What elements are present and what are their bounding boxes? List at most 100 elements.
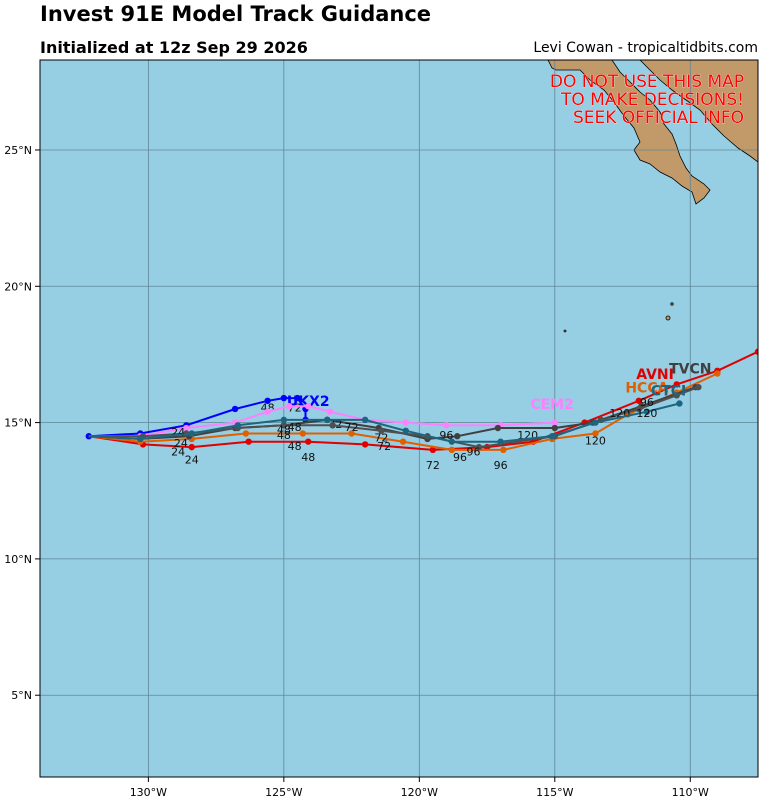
forecast-hour-label: 72 <box>345 421 359 434</box>
forecast-hour-label: 96 <box>467 445 481 458</box>
model-name-label: HCCA <box>625 381 668 397</box>
forecast-hour-label: 48 <box>301 451 315 464</box>
track-point <box>635 405 642 413</box>
model-name-label: TVCN <box>669 362 711 378</box>
track-point <box>264 408 271 415</box>
track-point <box>280 394 288 402</box>
track-point <box>673 381 680 388</box>
forecast-hour-label: 96 <box>453 451 467 464</box>
map-frame <box>39 59 759 778</box>
track-point <box>234 422 241 429</box>
map-subtitle: Initialized at 12z Sep 29 2026 <box>40 38 308 57</box>
track-cem2: CEM2 <box>88 397 574 440</box>
track-point <box>378 427 385 434</box>
track-point <box>299 430 307 437</box>
forecast-hour-label: 48 <box>288 421 302 434</box>
forecast-hour-label: 72 <box>426 459 440 472</box>
lat-tick-label: 15°N <box>4 417 32 430</box>
lon-tick-label: 120°W <box>401 786 438 799</box>
forecast-hour-label: 96 <box>640 396 654 409</box>
track-point <box>500 446 507 454</box>
lon-tick-label: 125°W <box>265 786 302 799</box>
track-point <box>454 433 461 440</box>
track-point <box>497 438 504 445</box>
track-point <box>188 443 195 451</box>
track-point <box>399 438 407 445</box>
forecast-hour-label: 24 <box>171 445 185 458</box>
track-point <box>429 446 437 454</box>
track-point <box>324 416 331 424</box>
track-point <box>361 441 369 448</box>
island <box>665 315 671 321</box>
island <box>670 302 674 306</box>
track-point <box>754 348 758 355</box>
warning-line: SEEK OFFICIAL INFO <box>573 108 744 128</box>
track-point <box>592 419 599 426</box>
warning-line: DO NOT USE THIS MAP <box>550 72 744 92</box>
track-line <box>88 402 680 443</box>
track-point <box>676 400 683 407</box>
forecast-hour-label: 24 <box>171 426 185 439</box>
track-point <box>326 408 334 415</box>
map-title: Invest 91E Model Track Guidance <box>40 2 432 26</box>
track-point <box>231 405 239 413</box>
track-point <box>592 430 599 437</box>
track-point <box>242 430 250 437</box>
forecast-hour-label: 120 <box>585 434 606 447</box>
track-point <box>475 443 483 451</box>
track-point <box>714 370 721 377</box>
track-point <box>643 408 651 415</box>
track-avni: 24 48 72 96 AVNI <box>88 348 758 472</box>
forecast-hour-label: 96 <box>494 459 508 472</box>
track-point <box>551 424 558 432</box>
track-point <box>264 397 271 404</box>
track-point <box>137 435 144 443</box>
track-point <box>361 416 369 424</box>
forecast-hour-label: 72 <box>377 440 391 453</box>
track-point <box>305 438 312 445</box>
model-name-label: AVNI <box>636 367 674 383</box>
track-point <box>673 392 680 399</box>
track-point <box>448 446 456 454</box>
track-point <box>85 433 92 440</box>
track-point <box>294 394 301 402</box>
forecast-hour-label: 48 <box>288 440 302 453</box>
track-point <box>183 424 190 432</box>
lon-tick-label: 130°W <box>130 786 167 799</box>
track-point <box>286 403 293 410</box>
forecast-hour-label: 24 <box>185 453 199 466</box>
track-point <box>443 422 450 429</box>
track-point <box>280 416 288 424</box>
lon-tick-label: 115°W <box>536 786 573 799</box>
track-point <box>402 427 409 434</box>
track-point <box>188 430 195 437</box>
lon-tick-label: 110°W <box>672 786 709 799</box>
track-line <box>88 350 758 451</box>
track-point <box>280 422 288 429</box>
forecast-hour-label: 24 <box>174 437 188 450</box>
track-point <box>348 430 355 437</box>
forecast-hour-label: 72 <box>374 432 388 445</box>
baja-california-land <box>547 60 711 205</box>
track-point <box>494 424 502 432</box>
ocean-background <box>40 60 758 777</box>
track-point <box>635 397 642 404</box>
forecast-hour-label: 120 <box>636 407 657 420</box>
forecast-hour-label: 48 <box>277 429 291 442</box>
track-point <box>329 422 336 429</box>
lat-tick-label: 20°N <box>4 280 32 293</box>
lat-tick-label: 25°N <box>4 144 32 157</box>
lat-tick-label: 5°N <box>11 689 32 702</box>
track-point <box>551 419 558 426</box>
mexico-mainland-land <box>639 60 758 163</box>
land-layer <box>547 60 758 333</box>
forecast-hour-label: 48 <box>277 423 291 436</box>
track-point <box>448 438 456 445</box>
island <box>563 329 567 333</box>
model-name-label: CTCI <box>651 383 686 399</box>
